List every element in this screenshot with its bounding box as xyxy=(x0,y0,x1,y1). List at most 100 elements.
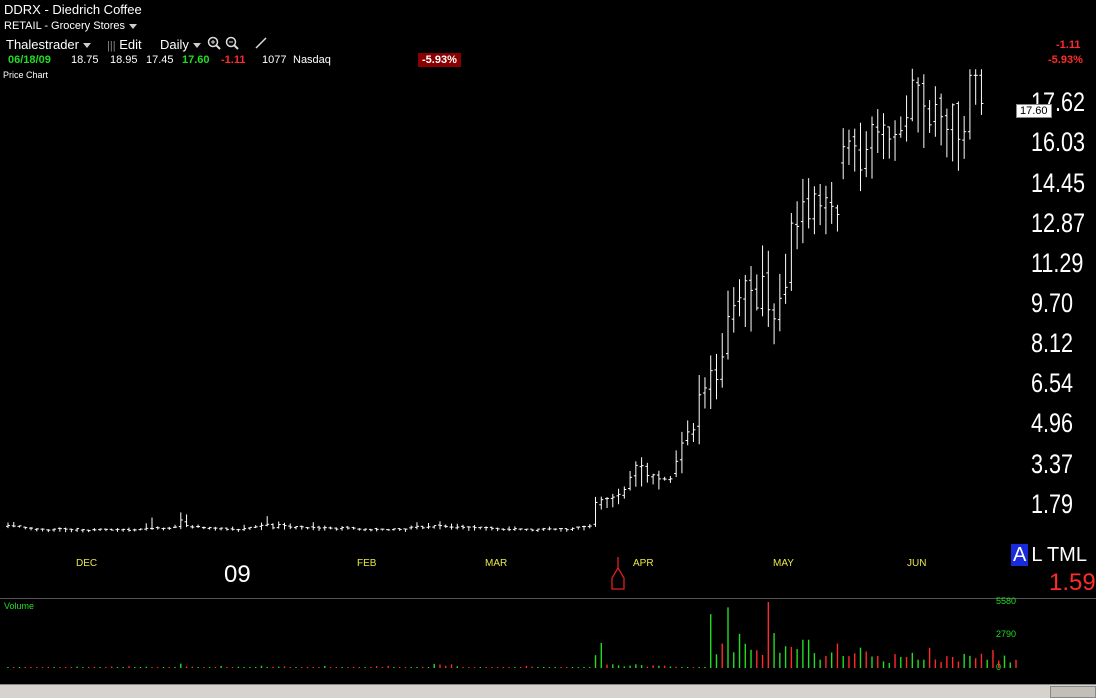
price-bar xyxy=(593,496,598,527)
price-bar xyxy=(461,524,466,530)
price-bar xyxy=(558,528,563,532)
scrollbar-thumb[interactable] xyxy=(1050,686,1096,698)
zoom-out-icon xyxy=(225,36,239,50)
quote-low: 17.45 xyxy=(146,54,174,66)
price-bar xyxy=(363,528,368,532)
price-bar xyxy=(553,528,558,531)
price-bar xyxy=(253,525,258,529)
price-bar xyxy=(103,528,108,532)
timeframe-option-m[interactable]: M xyxy=(1059,544,1076,566)
price-bar xyxy=(610,493,615,508)
sector-selector[interactable]: RETAIL - Grocery Stores xyxy=(4,20,138,32)
price-bar xyxy=(391,528,396,531)
price-tick-label: 14.45 xyxy=(1031,167,1086,198)
edit-label: Edit xyxy=(119,37,142,52)
price-bar xyxy=(288,523,293,530)
price-bar xyxy=(587,524,592,529)
price-bar xyxy=(576,526,581,530)
zoom-in-button[interactable] xyxy=(207,36,221,55)
horizontal-scrollbar[interactable] xyxy=(0,684,1096,698)
price-bar xyxy=(259,522,264,531)
price-bar xyxy=(138,528,143,531)
sector-label: RETAIL - Grocery Stores xyxy=(4,20,126,32)
price-bar xyxy=(789,212,794,291)
price-tick-label: 9.70 xyxy=(1031,288,1074,319)
price-bar xyxy=(92,528,97,532)
price-bar xyxy=(75,527,80,532)
price-bar xyxy=(242,524,247,531)
price-bar xyxy=(616,488,621,505)
price-bar xyxy=(674,450,679,478)
price-bar xyxy=(98,528,103,531)
price-bar xyxy=(484,526,489,531)
period-selector[interactable]: Daily xyxy=(160,37,201,52)
price-bar xyxy=(714,353,719,400)
price-tick-label: 6.54 xyxy=(1031,368,1074,399)
price-bar xyxy=(777,273,782,332)
price-bar xyxy=(858,122,863,192)
price-bar xyxy=(812,186,817,235)
price-bar xyxy=(173,524,178,529)
volume-tick-label: 5580 xyxy=(996,596,1017,606)
account-label: Thalestrader xyxy=(6,37,79,52)
right-change-pct: -5.93% xyxy=(1048,54,1083,66)
time-tick-label: JUN xyxy=(907,558,927,569)
price-bar xyxy=(294,526,298,530)
price-bar xyxy=(495,527,500,532)
draw-tool-button[interactable] xyxy=(254,36,268,55)
time-tick-label: MAR xyxy=(485,558,508,569)
price-bar xyxy=(944,108,949,158)
price-bar xyxy=(328,526,333,530)
price-bar xyxy=(639,457,644,487)
period-label: Daily xyxy=(160,37,189,52)
price-bar xyxy=(489,526,494,531)
price-bar xyxy=(196,524,201,528)
grip-icon: ||| xyxy=(107,40,116,52)
price-bar xyxy=(823,185,828,235)
time-tick-label: APR xyxy=(633,558,654,569)
price-bar xyxy=(933,86,938,137)
price-bar xyxy=(270,523,275,530)
timeframe-option-l[interactable]: L xyxy=(1031,544,1042,566)
price-bar xyxy=(645,462,650,483)
quote-date-value: 06/18/09 xyxy=(8,54,51,66)
price-bar xyxy=(109,528,114,531)
timeframe-option-a[interactable]: A xyxy=(1011,544,1029,566)
price-bar xyxy=(870,116,874,179)
timeframe-option-l2[interactable]: L xyxy=(1075,544,1087,566)
edit-button[interactable]: ||| Edit xyxy=(107,37,142,52)
timeframe-option-t[interactable]: T xyxy=(1046,544,1060,566)
price-bar xyxy=(178,512,183,530)
price-bar xyxy=(334,527,339,531)
account-selector[interactable]: Thalestrader xyxy=(6,37,91,52)
price-bar xyxy=(368,528,373,532)
price-tick-label: 12.87 xyxy=(1031,207,1086,238)
price-bar xyxy=(605,497,610,509)
price-bar xyxy=(967,69,972,140)
price-bar xyxy=(17,525,22,528)
quote-high: 18.95 xyxy=(110,54,138,66)
price-bar xyxy=(916,77,921,133)
price-bar xyxy=(570,527,575,531)
price-bar xyxy=(414,522,419,530)
quote-open: 18.75 xyxy=(71,54,99,66)
price-tick-label: 8.12 xyxy=(1031,328,1074,359)
price-bar xyxy=(299,525,304,530)
time-tick-label: FEB xyxy=(357,558,377,569)
price-bar xyxy=(207,526,212,530)
price-bar xyxy=(29,527,34,531)
price-bar xyxy=(795,201,800,250)
zoom-out-button[interactable] xyxy=(225,36,239,55)
price-bar xyxy=(835,204,840,232)
price-bar xyxy=(351,526,356,530)
price-bar xyxy=(599,496,604,510)
change-pct-badge: -5.93% xyxy=(418,53,461,67)
quote-exchange: Nasdaq xyxy=(293,54,331,66)
price-bar xyxy=(340,526,345,531)
event-marker-icon[interactable] xyxy=(608,556,628,590)
price-bar xyxy=(904,95,909,142)
price-bar xyxy=(864,131,869,178)
